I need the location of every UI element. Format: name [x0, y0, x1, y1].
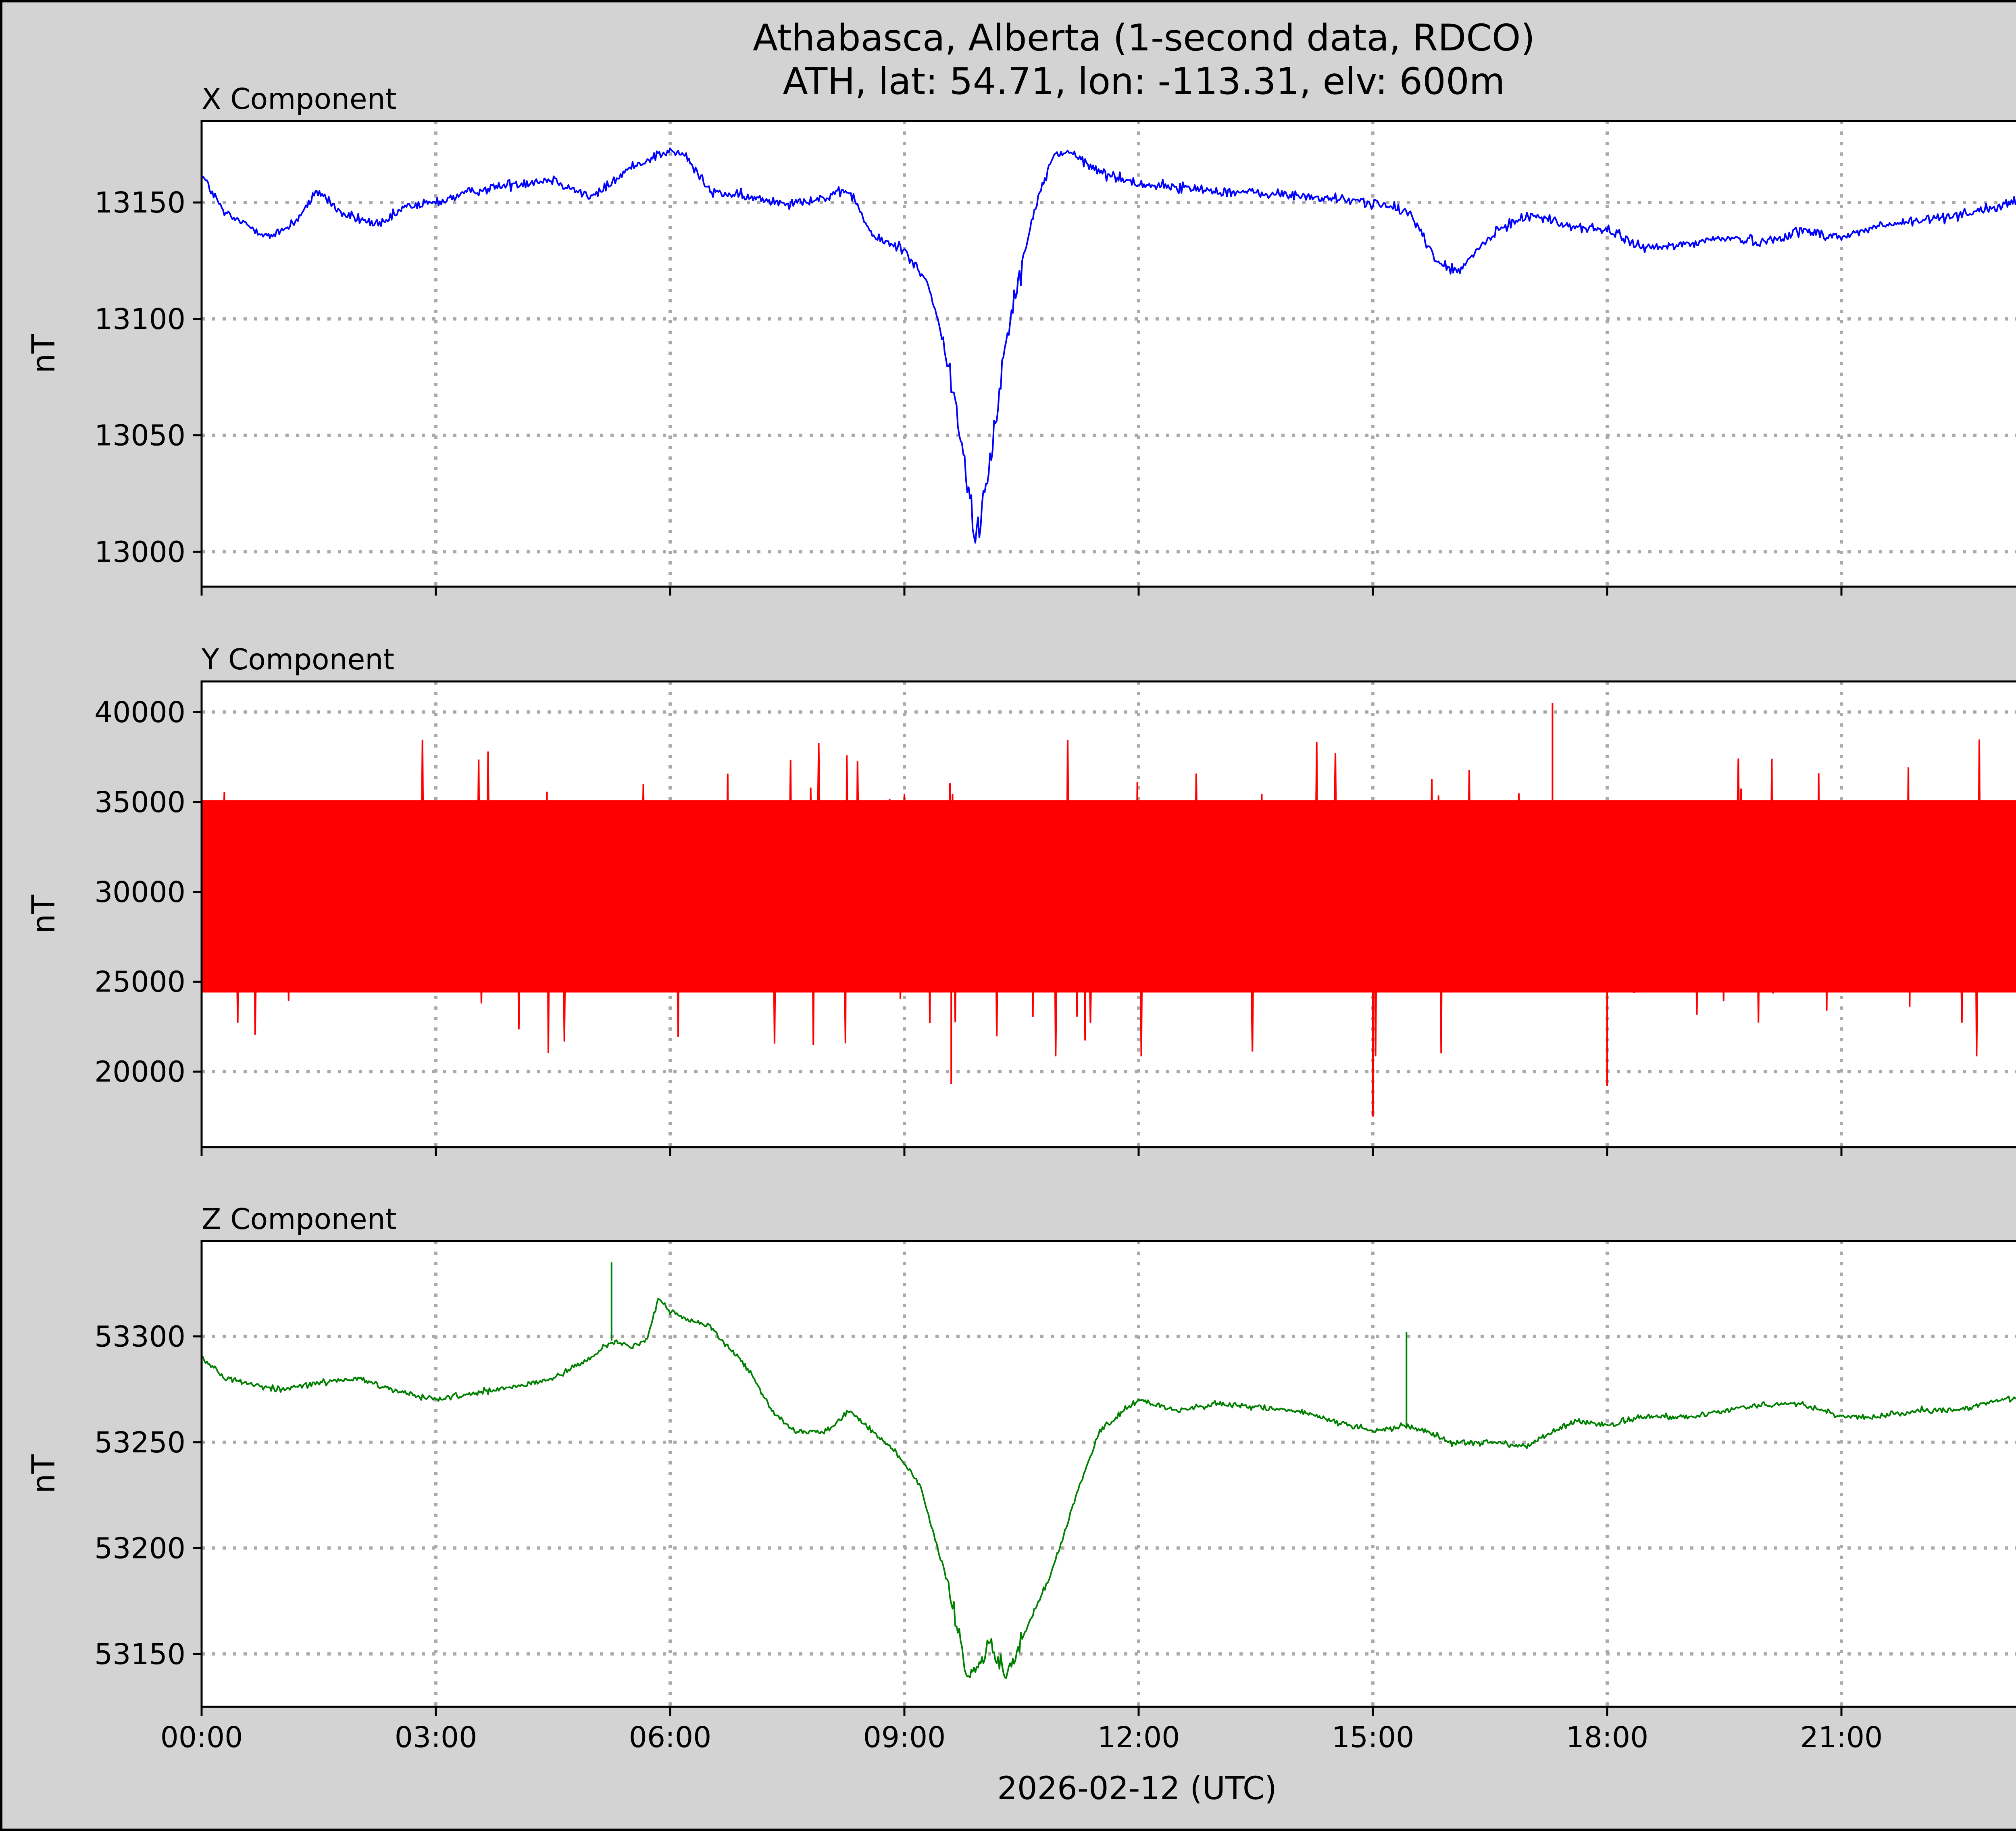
x-tick-label: 21:00: [1800, 1721, 1883, 1754]
y-series-band: [202, 800, 2016, 993]
y-component-y-tick-label: 40000: [94, 696, 185, 729]
z-component-y-tick-label: 53300: [94, 1320, 185, 1353]
x-tick-label: 12:00: [1098, 1721, 1180, 1754]
z-component-series-line: [202, 1298, 2016, 1679]
y-component-y-tick-label: 20000: [94, 1055, 185, 1089]
y-series-line: [202, 739, 2016, 1056]
z-component-frame: [200, 1240, 2016, 1708]
x-tick-label: 18:00: [1566, 1721, 1649, 1754]
x-component-y-tick-label: 13100: [94, 302, 185, 336]
x-component-y-tick-label: 13050: [94, 419, 185, 452]
x-tick-label: 00:00: [160, 1721, 243, 1754]
x-component-y-tick-label: 13150: [94, 186, 185, 219]
z-component-plot-area: [202, 1241, 2016, 1707]
x-component-plot-area: [202, 121, 2016, 587]
x-component-title: X Component: [202, 82, 396, 116]
y-component-data: [202, 703, 2016, 1117]
y-component-frame: [200, 680, 2016, 1148]
y-component-title: Y Component: [201, 643, 394, 676]
x-component-y-tick-label: 13000: [94, 535, 185, 569]
z-component-y-axis-label: nT: [26, 1454, 62, 1494]
y-component-panel: Y Component nT 20000 25000 30000 35000 40000: [26, 643, 2016, 1156]
x-component-frame: [200, 120, 2016, 588]
z-component-y-tick-label: 53200: [94, 1531, 185, 1565]
x-component-series-line: [202, 147, 2016, 544]
x-tick-label: 03:00: [395, 1721, 477, 1754]
z-component-panel: Z Component nT 00:00 03:00 06:00 09:00 12:00 15…: [26, 1202, 2016, 1754]
x-tick-label: 06:00: [629, 1721, 712, 1754]
x-tick-label: 09:00: [863, 1721, 946, 1754]
y-component-y-tick-label: 30000: [94, 875, 185, 909]
y-component-y-tick-label: 25000: [94, 965, 185, 999]
figure-title-line1: Athabasca, Alberta (1-second data, RDCO): [753, 17, 1535, 59]
z-component-data: [202, 1262, 2016, 1679]
x-axis-label: 2026-02-12 (UTC): [997, 1771, 1277, 1807]
y-component-y-axis-label: nT: [26, 895, 62, 934]
x-tick-label: 15:00: [1332, 1721, 1414, 1754]
z-component-title: Z Component: [202, 1202, 396, 1236]
y-component-y-tick-label: 35000: [94, 785, 185, 819]
figure-title-line2: ATH, lat: 54.71, lon: -113.31, elv: 600m: [783, 60, 1505, 103]
z-component-y-tick-label: 53250: [94, 1426, 185, 1459]
x-component-panel: X Component nT 13000 13050 13100 13150: [26, 82, 2016, 596]
z-component-y-tick-label: 53150: [94, 1637, 185, 1671]
x-component-data: [202, 147, 2016, 544]
x-component-y-axis-label: nT: [26, 334, 62, 373]
